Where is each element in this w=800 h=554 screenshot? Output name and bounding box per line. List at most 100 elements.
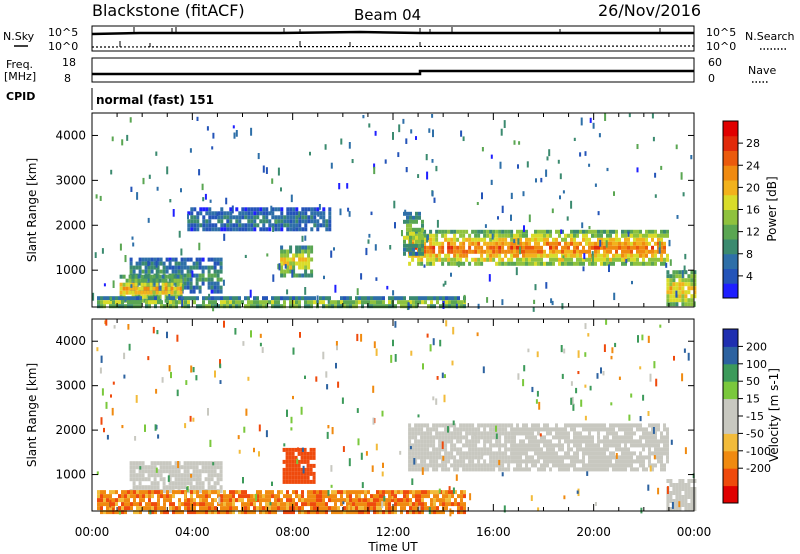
range-cell — [648, 257, 651, 262]
range-cell — [143, 274, 147, 279]
range-cell — [301, 249, 305, 254]
range-cell — [274, 506, 277, 511]
range-cell — [388, 498, 391, 503]
range-cell — [639, 261, 642, 266]
range-cell — [606, 237, 609, 242]
range-cell — [385, 506, 388, 511]
range-cell — [346, 502, 349, 507]
range-cell — [97, 494, 100, 499]
range-cell — [280, 506, 283, 511]
range-cell — [196, 227, 200, 232]
range-cell — [651, 253, 654, 258]
range-cell — [122, 290, 126, 295]
range-cell — [537, 427, 540, 432]
range-cell — [672, 278, 676, 283]
noise-cell — [538, 401, 541, 410]
range-cell — [300, 467, 304, 472]
range-cell — [609, 245, 612, 250]
noise-cell — [606, 167, 609, 172]
range-cell — [174, 465, 178, 470]
range-cell — [149, 278, 153, 283]
range-cell — [138, 265, 142, 270]
range-cell — [277, 494, 280, 499]
noise-cell — [501, 472, 504, 477]
range-cell — [208, 207, 212, 212]
range-cell — [316, 502, 319, 507]
range-cell — [208, 211, 212, 216]
range-cell — [130, 506, 133, 511]
range-cell — [552, 443, 555, 448]
range-cell — [684, 302, 688, 307]
range-cell — [137, 290, 141, 295]
colorbar-bin — [723, 398, 738, 417]
noise-cell — [625, 259, 628, 264]
range-cell — [133, 502, 136, 507]
noise-cell — [571, 396, 574, 405]
range-cell — [531, 253, 534, 258]
range-cell — [460, 498, 463, 503]
range-cell — [283, 215, 287, 220]
range-cell — [189, 265, 193, 270]
range-cell — [346, 304, 349, 309]
range-cell — [162, 481, 166, 486]
range-cell — [140, 290, 144, 295]
range-cell — [433, 304, 436, 309]
range-cell — [289, 296, 292, 301]
range-cell — [690, 298, 694, 303]
range-cell — [450, 245, 454, 250]
range-cell — [400, 490, 403, 495]
range-cell — [283, 510, 286, 515]
colorbar-bin — [723, 416, 738, 434]
noise-cell — [190, 474, 193, 478]
range-cell — [310, 245, 314, 250]
range-cell — [597, 427, 600, 432]
range-cell — [579, 443, 582, 448]
colorbar-bin — [723, 224, 738, 240]
range-cell — [253, 211, 257, 216]
noise-cell — [394, 222, 396, 229]
noise-cell — [649, 373, 652, 382]
range-cell — [300, 475, 304, 480]
noise-cell — [498, 459, 501, 466]
noise-cell — [658, 247, 661, 254]
range-cell — [178, 490, 181, 495]
range-cell — [684, 298, 688, 303]
range-cell — [420, 261, 424, 266]
range-cell — [591, 435, 594, 440]
range-cell — [216, 465, 220, 470]
range-cell — [193, 490, 196, 495]
noise-cell — [401, 230, 403, 237]
range-cell — [432, 249, 436, 254]
range-cell — [600, 257, 603, 262]
range-cell — [639, 451, 642, 456]
range-cell — [285, 467, 289, 472]
range-cell — [298, 273, 302, 278]
range-cell — [304, 223, 308, 228]
range-cell — [600, 423, 603, 428]
range-cell — [564, 439, 567, 444]
range-cell — [286, 502, 289, 507]
range-cell — [376, 502, 379, 507]
range-cell — [636, 237, 639, 242]
range-cell — [226, 227, 230, 232]
range-cell — [122, 286, 126, 291]
range-cell — [465, 435, 469, 440]
range-cell — [415, 510, 418, 515]
noise-cell — [123, 352, 126, 360]
range-cell — [207, 285, 211, 290]
range-cell — [286, 219, 290, 224]
range-cell — [564, 467, 567, 472]
range-cell — [630, 253, 633, 258]
range-cell — [283, 269, 287, 274]
range-cell — [198, 461, 202, 466]
range-cell — [630, 443, 633, 448]
range-cell — [654, 253, 657, 258]
y-tick-label: 1000 — [55, 468, 86, 482]
range-cell — [340, 502, 343, 507]
range-cell — [193, 219, 197, 224]
range-cell — [211, 227, 215, 232]
range-cell — [549, 257, 552, 262]
range-cell — [291, 447, 295, 452]
range-cell — [238, 300, 241, 305]
range-cell — [582, 447, 585, 452]
